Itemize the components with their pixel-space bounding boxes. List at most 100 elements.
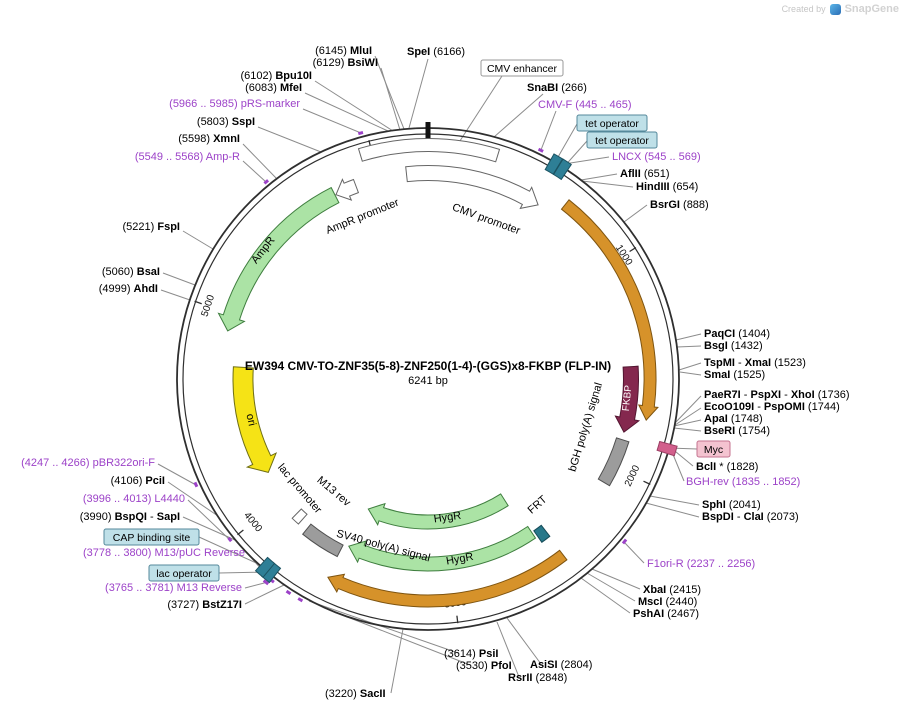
- feature-tet-operator-2[interactable]: [552, 158, 572, 181]
- tet-operator-label-2[interactable]: tet operator: [595, 135, 649, 147]
- site-label-prs-marker[interactable]: (5966 .. 5985) pRS-marker: [169, 98, 300, 110]
- feature-hygr-inner[interactable]: [367, 493, 509, 530]
- site-label-bsgi[interactable]: BsgI (1432): [704, 340, 763, 352]
- feature-fkbp[interactable]: [614, 365, 641, 433]
- map-label-ori[interactable]: ori: [243, 413, 257, 428]
- cmv-enhancer-label-box[interactable]: [480, 59, 564, 77]
- pbr322ori-f-leader-line: [157, 463, 197, 486]
- site-label-pbr322ori-f[interactable]: (4247 .. 4266) pBR322ori-F: [21, 457, 155, 469]
- site-label-bsrgi[interactable]: BsrGI (888): [650, 199, 709, 211]
- map-label-bgh-poly-a-signal[interactable]: bGH poly(A) signal: [567, 381, 605, 473]
- site-label-sacii[interactable]: (3220) SacII: [325, 688, 386, 700]
- site-label-pfoi[interactable]: (3530) PfoI: [456, 660, 512, 672]
- feature-bgh-polya-signal[interactable]: [597, 437, 630, 487]
- pshai-leader-line: [580, 577, 631, 614]
- primer-l4440[interactable]: [227, 536, 233, 543]
- feature-cap-binding-site[interactable]: [254, 556, 276, 579]
- site-label-ecoo109i-pspomi[interactable]: EcoO109I - PspOMI (1744): [704, 401, 840, 413]
- site-label-aflii[interactable]: AflII (651): [620, 168, 670, 180]
- lncx-leader-line: [563, 156, 610, 165]
- site-label-pcii[interactable]: (4106) PciI: [111, 475, 165, 487]
- tet-operator-label-2-box[interactable]: [586, 131, 658, 149]
- site-label-apai[interactable]: ApaI (1748): [704, 413, 763, 425]
- feature-orf-upper[interactable]: [560, 199, 659, 421]
- primer-cmv-f[interactable]: [537, 147, 544, 153]
- primer-amp-r[interactable]: [263, 179, 270, 185]
- cap-binding-site-label-box[interactable]: [103, 528, 200, 546]
- primer-ebv-rev[interactable]: [285, 589, 292, 596]
- map-label-frt[interactable]: FRT: [526, 493, 550, 516]
- primer-f1ori-r[interactable]: [621, 538, 628, 545]
- site-label-bstz17i[interactable]: (3727) BstZ17I: [167, 599, 242, 611]
- feature-lac-promoter[interactable]: [291, 508, 308, 525]
- feature-orf-lower[interactable]: [327, 549, 568, 608]
- cap-binding-site-label[interactable]: CAP binding site: [113, 532, 191, 544]
- feature-myc-tag[interactable]: [656, 440, 678, 457]
- site-label-sphi[interactable]: SphI (2041): [702, 499, 761, 511]
- site-label-paer7i-pspxi-xhoi[interactable]: PaeR7I - PspXI - XhoI (1736): [704, 389, 850, 401]
- primer-sv40pa-r[interactable]: [297, 597, 304, 603]
- map-label-fkbp[interactable]: FKBP: [621, 384, 635, 411]
- site-label-bspqi-sapi[interactable]: (3990) BspQI - SapI: [80, 511, 180, 523]
- site-label-bseri[interactable]: BseRI (1754): [704, 425, 770, 437]
- site-label-ahdi[interactable]: (4999) AhdI: [99, 283, 158, 295]
- tick-label-4000: 4000: [241, 510, 264, 535]
- feature-ampr-promoter[interactable]: [335, 178, 360, 201]
- tet-operator-label-1[interactable]: tet operator: [585, 118, 639, 130]
- site-label-mfei[interactable]: (6083) MfeI: [245, 82, 302, 94]
- site-label-bsiwi[interactable]: (6129) BsiWI: [313, 57, 378, 69]
- lac-operator-label-box[interactable]: [148, 564, 220, 582]
- site-label-f1ori-r[interactable]: F1ori-R (2237 .. 2256): [647, 558, 755, 570]
- feature-sv40-polya-signal[interactable]: [301, 523, 344, 558]
- site-label-sspi[interactable]: (5803) SspI: [197, 116, 255, 128]
- snapgene-brand-text: SnapGene: [844, 3, 899, 15]
- site-label-paqci[interactable]: PaqCI (1404): [704, 328, 770, 340]
- site-label-bcli[interactable]: BclI * (1828): [696, 461, 758, 473]
- map-label-cmv-promoter[interactable]: CMV promoter: [450, 201, 522, 237]
- site-label-xbai[interactable]: XbaI (2415): [643, 584, 701, 596]
- site-label-snabi[interactable]: SnaBI (266): [527, 82, 587, 94]
- site-label-hindiii[interactable]: HindIII (654): [636, 181, 698, 193]
- site-label-bspdi-clai[interactable]: BspDI - ClaI (2073): [702, 511, 799, 523]
- site-label-msci[interactable]: MscI (2440): [638, 596, 697, 608]
- site-label-tspmi-xmai[interactable]: TspMI - XmaI (1523): [704, 357, 806, 369]
- site-label-rsrii[interactable]: RsrII (2848): [508, 672, 567, 684]
- site-label-spei[interactable]: SpeI (6166): [407, 46, 465, 58]
- site-label-l4440[interactable]: (3996 .. 4013) L4440: [83, 493, 185, 505]
- bsai-leader-line: [162, 272, 196, 286]
- feature-ampr[interactable]: [217, 186, 340, 332]
- feature-cmv-enhancer[interactable]: [357, 137, 501, 163]
- site-label-asisi[interactable]: AsiSI (2804): [530, 659, 592, 671]
- myc-label[interactable]: Myc: [704, 444, 723, 456]
- cmv-enhancer-label[interactable]: CMV enhancer: [487, 63, 558, 75]
- primer-pbr322ori-f[interactable]: [193, 481, 199, 488]
- site-label-cmv-f[interactable]: CMV-F (445 .. 465): [538, 99, 632, 111]
- lac-operator-label[interactable]: lac operator: [156, 568, 212, 580]
- myc-label-box[interactable]: [696, 440, 731, 458]
- feature-ori[interactable]: [232, 366, 278, 473]
- map-label-lac-promoter[interactable]: lac promoter: [275, 462, 324, 517]
- site-label-smai[interactable]: SmaI (1525): [704, 369, 765, 381]
- site-label-xmni[interactable]: (5598) XmnI: [178, 133, 240, 145]
- bpu10i-leader-line: [314, 80, 394, 132]
- site-label-psii[interactable]: (3614) PsiI: [444, 648, 498, 660]
- feature-hygr-outer[interactable]: [348, 525, 537, 572]
- site-label-lncx[interactable]: LNCX (545 .. 569): [612, 151, 701, 163]
- site-label-bsai[interactable]: (5060) BsaI: [102, 266, 160, 278]
- site-label-bpu10i[interactable]: (6102) Bpu10I: [240, 70, 312, 82]
- site-label-pshai[interactable]: PshAI (2467): [633, 608, 699, 620]
- map-label-hygr[interactable]: HygR: [445, 551, 474, 568]
- tet-operator-label-1-box[interactable]: [576, 114, 648, 132]
- site-label-amp-r[interactable]: (5549 .. 5568) Amp-R: [135, 151, 240, 163]
- feature-cmv-promoter[interactable]: [405, 165, 539, 210]
- feature-frt[interactable]: [533, 524, 551, 544]
- site-label-fspi[interactable]: (5221) FspI: [123, 221, 180, 233]
- primer-m13-puc-reverse[interactable]: [262, 579, 270, 586]
- map-label-hygr[interactable]: HygR: [433, 510, 462, 526]
- site-label-bgh-rev[interactable]: BGH-rev (1835 .. 1852): [686, 476, 800, 488]
- site-label-m13-puc-reverse[interactable]: (3778 .. 3800) M13/pUC Reverse: [83, 547, 245, 559]
- site-label-mlui[interactable]: (6145) MluI: [315, 45, 372, 57]
- site-label-m13-reverse[interactable]: (3765 .. 3781) M13 Reverse: [105, 582, 242, 594]
- primer-prs-marker[interactable]: [357, 130, 364, 136]
